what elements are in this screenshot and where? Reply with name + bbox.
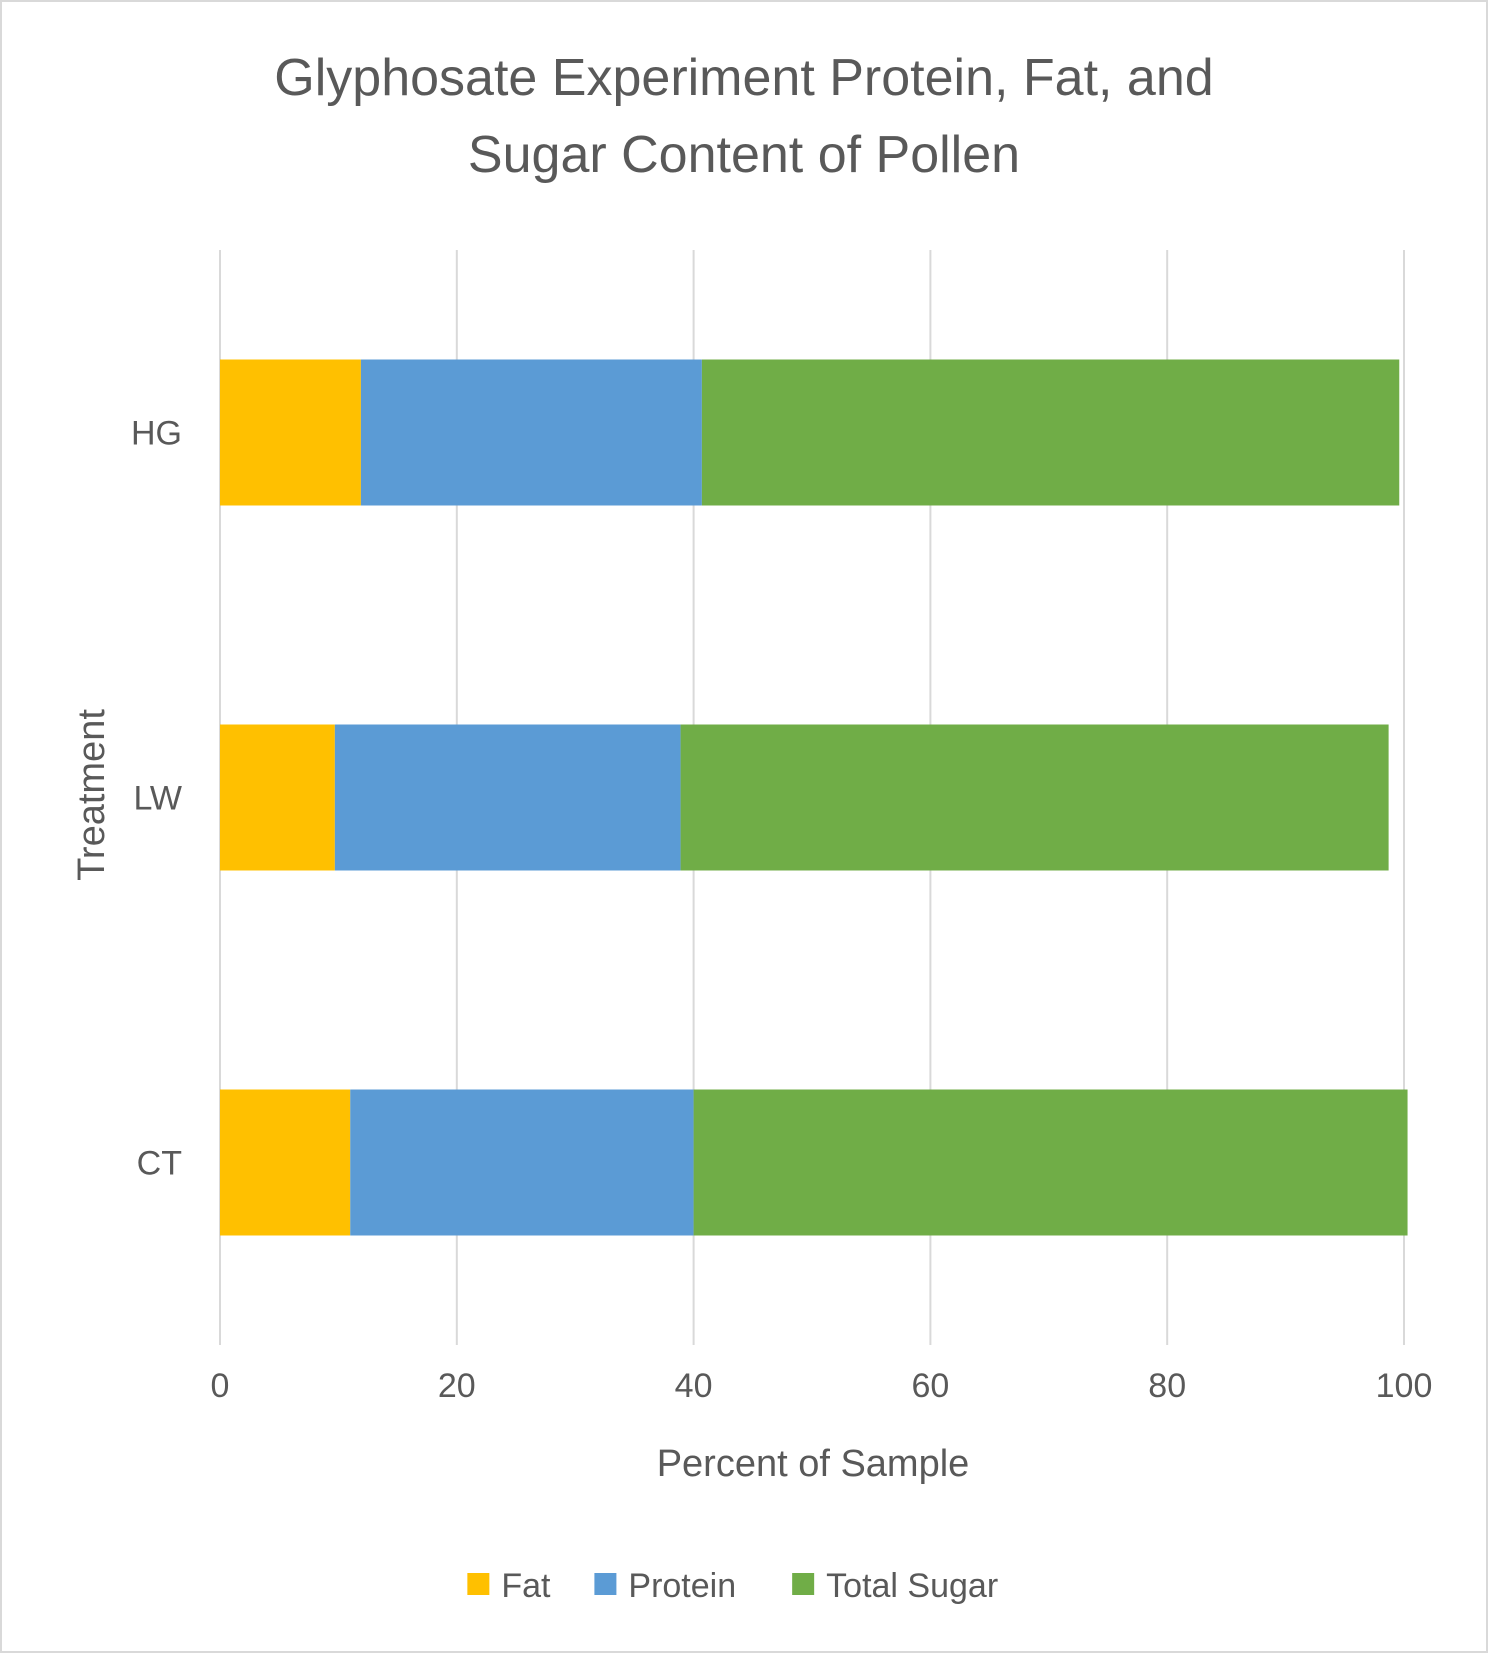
x-tick-label: 20 [438, 1367, 476, 1405]
x-tick-labels: 0 20 40 60 80 100 [211, 1367, 1433, 1405]
bar-protein-hg [360, 359, 702, 506]
chart-title-line-2: Sugar Content of Pollen [468, 126, 1020, 184]
x-tick-label: 0 [211, 1367, 230, 1405]
bar-fat-lw [220, 724, 335, 871]
legend-label: Total Sugar [826, 1567, 998, 1605]
y-tick-label: LW [134, 780, 182, 818]
legend-swatch [467, 1573, 490, 1595]
bar-total-sugar-ct [693, 1089, 1408, 1236]
y-tick-label: HG [131, 415, 182, 453]
x-tick-label: 60 [911, 1367, 949, 1405]
x-tick-label: 100 [1376, 1367, 1433, 1405]
legend-swatch [594, 1573, 617, 1595]
x-tick-label: 40 [675, 1367, 713, 1405]
legend-label: Fat [501, 1567, 551, 1605]
bar-protein-lw [334, 724, 681, 871]
legend-swatch [792, 1573, 815, 1595]
chart-title-line-1: Glyphosate Experiment Protein, Fat, and [274, 49, 1213, 107]
bar-fat-hg [220, 359, 361, 506]
x-tick-label: 80 [1148, 1367, 1186, 1405]
bar-total-sugar-lw [680, 724, 1389, 871]
y-axis-label: Treatment [71, 709, 113, 881]
y-tick-labels: HG LW CT [131, 415, 182, 1183]
y-tick-label: CT [137, 1145, 182, 1183]
x-axis-label: Percent of Sample [657, 1443, 970, 1485]
legend: Fat Protein Total Sugar [467, 1567, 998, 1605]
bar-fat-ct [220, 1089, 351, 1236]
bar-protein-ct [350, 1089, 694, 1236]
bars [220, 359, 1408, 1236]
legend-label: Protein [628, 1567, 736, 1605]
bar-total-sugar-hg [701, 359, 1400, 506]
